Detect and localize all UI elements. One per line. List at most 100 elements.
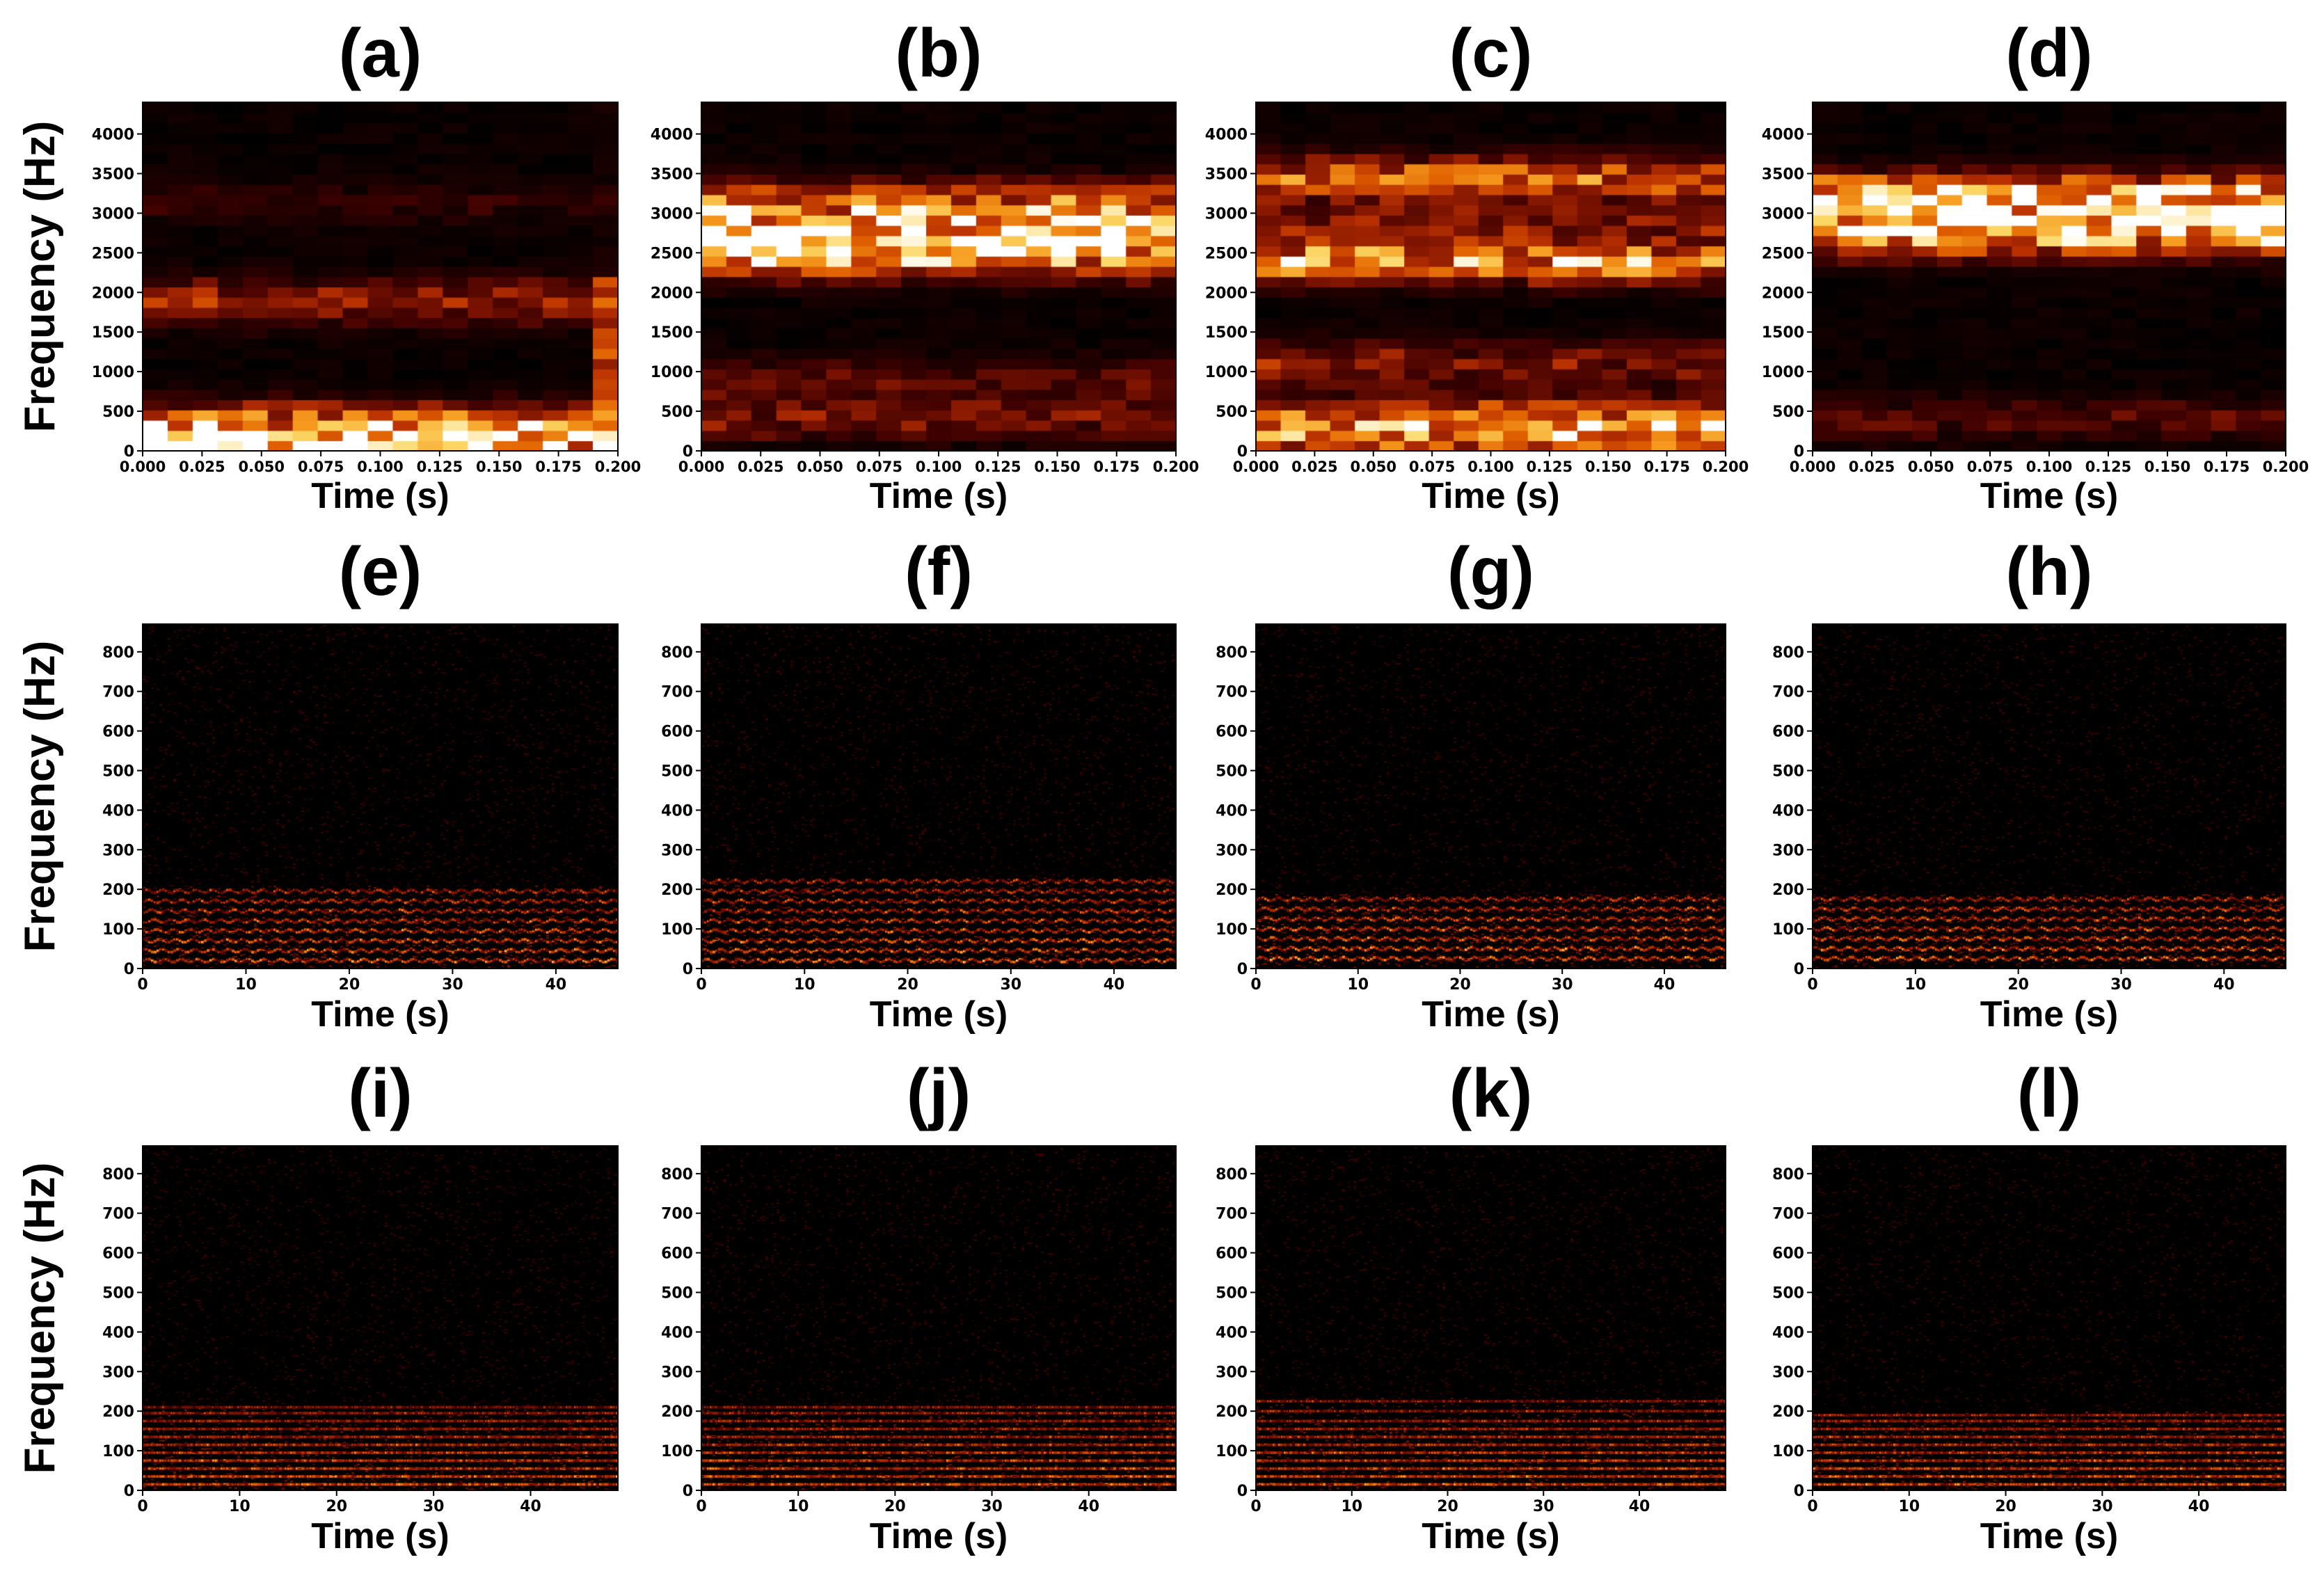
y-tick-label: 1500: [92, 324, 134, 342]
x-tick-label: 40: [1104, 976, 1125, 994]
x-tick-label: 20: [884, 1498, 906, 1515]
y-tick-label: 100: [661, 1443, 693, 1460]
x-tick-label: 0.150: [2144, 459, 2190, 475]
x-tick-label: 0.025: [738, 459, 783, 475]
x-tick-label: 0.150: [1585, 459, 1631, 475]
x-tick-label: 0: [137, 976, 148, 994]
x-tick-label: 40: [1654, 976, 1676, 994]
x-tick-label: 0.125: [1527, 459, 1573, 475]
y-tick-label: 100: [1216, 1443, 1248, 1460]
panel-title: (b): [895, 15, 982, 91]
y-tick-label: 2000: [92, 285, 134, 302]
x-tick-label: 20: [339, 976, 360, 994]
x-axis-label: Time (s): [870, 994, 1008, 1035]
x-tick-label: 30: [981, 1498, 1003, 1515]
y-tick-label: 600: [1772, 1245, 1804, 1263]
y-tick-label: 400: [661, 802, 693, 820]
x-tick-label: 10: [788, 1498, 809, 1515]
x-axis-label: Time (s): [870, 1516, 1008, 1556]
y-tick-label: 500: [1216, 763, 1248, 781]
panel-i: (i) 0 100 200 300 400 500 600 700 800 0 10 20 30 40 Tim…: [16, 1055, 619, 1556]
y-tick-label: 3500: [1205, 166, 1248, 183]
y-tick-label: 100: [661, 921, 693, 939]
x-tick-label: 0.025: [179, 459, 225, 475]
y-tick-label: 1000: [1205, 364, 1248, 381]
x-tick-label: 0: [137, 1498, 148, 1515]
y-tick-label: 1000: [92, 364, 134, 381]
y-tick-label: 200: [102, 882, 134, 899]
x-tick-label: 0.100: [1467, 459, 1513, 475]
spectrogram-canvas-l: [1813, 1146, 2286, 1490]
panel-title: (j): [907, 1055, 971, 1131]
y-tick-label: 400: [102, 802, 134, 820]
panel-g: (g) 0 100 200 300 400 500 600 700 800 0 10 20 30 40 Tim…: [1216, 533, 1726, 1035]
y-tick-label: 3000: [1205, 205, 1248, 223]
panel-c: (c) 0 500 1000 1500 2000 2500 3000 3500 4000 0.000…: [1205, 15, 1749, 516]
x-tick-label: 30: [1000, 976, 1021, 994]
y-tick-label: 800: [1772, 1166, 1804, 1184]
x-tick-label: 10: [1905, 976, 1927, 994]
spectrogram-canvas-a: [143, 102, 618, 451]
y-tick-label: 0: [124, 1483, 134, 1500]
x-tick-label: 0.125: [975, 459, 1021, 475]
x-tick-label: 20: [1995, 1498, 2016, 1515]
x-tick-label: 40: [1078, 1498, 1099, 1515]
x-axis-label: Time (s): [870, 476, 1008, 516]
spectrogram-canvas-d: [1813, 102, 2286, 451]
x-tick-label: 0: [1807, 976, 1817, 994]
y-tick-label: 600: [661, 1245, 693, 1263]
y-tick-label: 600: [1216, 1245, 1248, 1263]
panel-title: (h): [2005, 533, 2092, 609]
y-tick-label: 600: [1216, 724, 1248, 741]
axes-frame: [1255, 623, 1726, 969]
panel-title: (d): [2005, 15, 2092, 91]
y-tick-label: 2500: [1205, 245, 1248, 262]
x-tick-label: 0.125: [417, 459, 463, 475]
y-tick-label: 3000: [92, 205, 134, 223]
y-tick-label: 200: [661, 1403, 693, 1421]
y-tick-label: 4000: [651, 127, 693, 144]
y-tick-label: 500: [661, 763, 693, 781]
y-tick-label: 1500: [1205, 324, 1248, 342]
x-axis-label: Time (s): [1422, 994, 1559, 1035]
x-tick-label: 0: [1250, 976, 1261, 994]
y-tick-label: 700: [102, 684, 134, 701]
y-tick-label: 700: [1216, 1206, 1248, 1223]
y-tick-label: 500: [1216, 404, 1248, 421]
axes-frame: [1255, 1145, 1726, 1491]
y-tick-label: 500: [661, 1285, 693, 1302]
y-tick-label: 100: [102, 921, 134, 939]
y-tick-label: 4000: [1762, 127, 1804, 144]
x-tick-label: 10: [1341, 1498, 1362, 1515]
y-tick-label: 800: [661, 644, 693, 662]
y-tick-label: 800: [1216, 1166, 1248, 1184]
y-axis-label: Frequency (Hz): [16, 121, 64, 433]
x-axis-label: Time (s): [1980, 994, 2118, 1035]
x-axis-label: Time (s): [311, 1516, 449, 1556]
y-tick-label: 400: [661, 1324, 693, 1341]
y-tick-label: 0: [1794, 961, 1804, 978]
x-tick-label: 0.025: [1849, 459, 1895, 475]
panel-a: (a) 0 500 1000 1500 2000 2500 3000 3500 4000 0.000…: [16, 15, 641, 516]
y-tick-label: 200: [1772, 1403, 1804, 1421]
panel-f: (f) 0 100 200 300 400 500 600 700 800 0 10 20 30 40 Tim…: [661, 533, 1177, 1035]
x-tick-label: 0.050: [239, 459, 285, 475]
x-tick-label: 40: [2213, 976, 2235, 994]
x-tick-label: 20: [897, 976, 918, 994]
x-tick-label: 0.150: [476, 459, 522, 475]
x-tick-label: 0.100: [357, 459, 403, 475]
y-tick-label: 400: [1772, 802, 1804, 820]
y-tick-label: 1500: [651, 324, 693, 342]
panel-title: (c): [1449, 15, 1533, 91]
y-tick-label: 300: [1216, 1364, 1248, 1381]
x-tick-label: 0.075: [298, 459, 344, 475]
x-tick-label: 0.100: [916, 459, 962, 475]
y-tick-label: 4000: [92, 127, 134, 144]
y-tick-label: 600: [102, 724, 134, 741]
y-tick-label: 0: [1237, 1483, 1248, 1500]
x-tick-label: 10: [1347, 976, 1369, 994]
axes-frame: [1812, 1145, 2286, 1491]
axes-frame: [142, 1145, 619, 1491]
y-tick-label: 800: [102, 1166, 134, 1184]
x-axis-label: Time (s): [1980, 476, 2118, 516]
